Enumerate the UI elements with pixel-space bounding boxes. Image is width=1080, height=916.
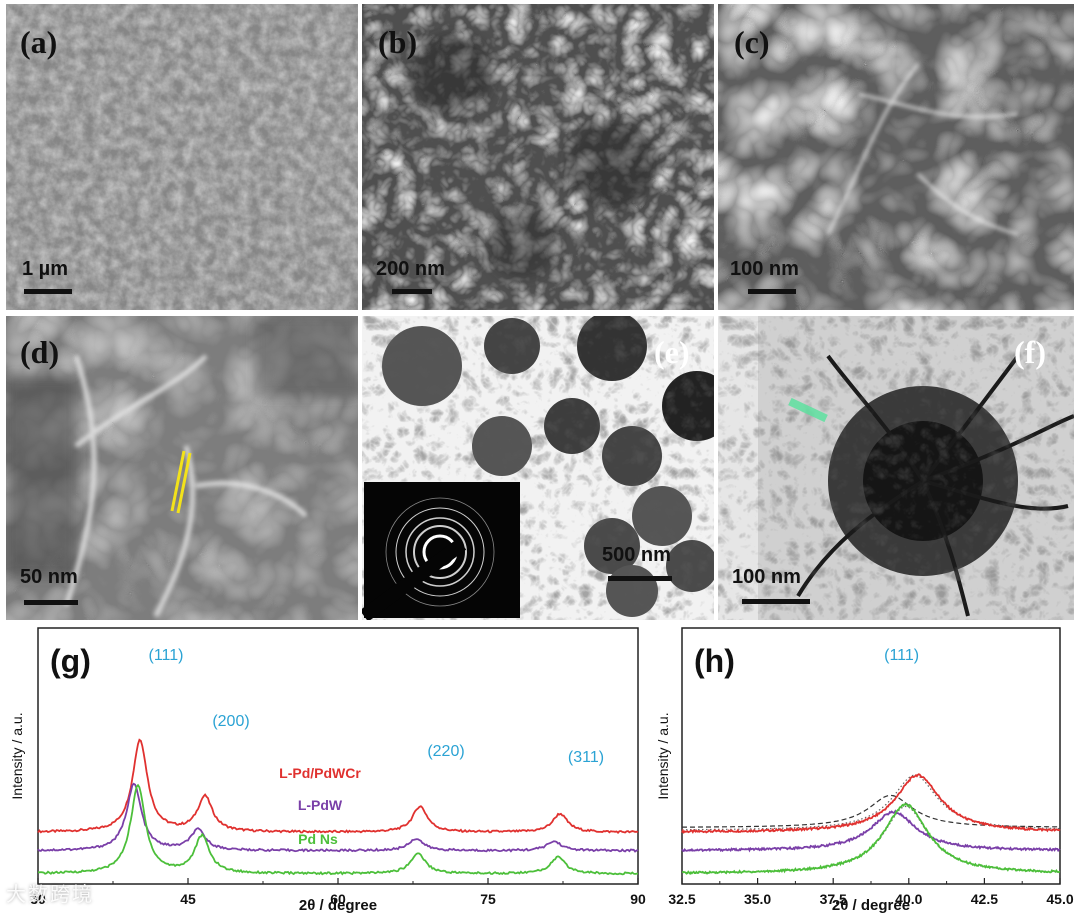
panel-label-b: (b) — [378, 24, 418, 60]
scale-bar-d — [24, 600, 78, 605]
sem-panel-c: (c) 100 nm — [718, 4, 1074, 310]
sem-panel-b: (b) 200 nm — [362, 4, 714, 310]
peak-label-h-0: (111) — [884, 647, 919, 664]
series-line-g-1 — [37, 782, 639, 853]
plot-frame-g — [37, 627, 639, 885]
sem-image-a — [6, 4, 358, 310]
series-label-1: L-PdW — [298, 797, 343, 813]
panel-label-d: (d) — [20, 334, 60, 370]
xrd-chart-h: 32.5 35.0 37.5 40.0 42.5 45.0 (111) (h) Inten… — [655, 627, 1074, 914]
x-tick-label-g: 60 — [330, 891, 346, 907]
peak-label-g-0: (111) — [149, 647, 184, 664]
x-tick-label-g: 90 — [630, 891, 646, 907]
sem-image-c — [718, 4, 1074, 310]
x-tick-label-h: 45.0 — [1046, 891, 1073, 907]
x-tick-label-h: 35.0 — [744, 891, 771, 907]
series-label-2: Pd Ns — [298, 831, 338, 847]
x-tick-label-h: 32.5 — [668, 891, 695, 907]
scale-bar-e — [608, 576, 672, 581]
scale-bar-f — [742, 599, 810, 604]
scale-label-f: 100 nm — [732, 566, 801, 588]
tem-panel-e: (e) 500 nm — [362, 316, 714, 620]
x-axis-label-h: 2θ / degree — [832, 897, 910, 914]
x-tick-label-h: 37.5 — [820, 891, 847, 907]
scale-bar-c — [748, 289, 796, 294]
x-tick-label-g: 30 — [30, 891, 46, 907]
peak-label-g-1: (200) — [212, 713, 249, 730]
series-line-g-2 — [38, 783, 639, 876]
plot-frame-h — [681, 627, 1061, 885]
scale-label-a: 1 µm — [22, 258, 68, 280]
scale-label-d: 50 nm — [20, 566, 78, 588]
panel-label-f: (f) — [1014, 334, 1046, 370]
sem-panel-a: (a) 1 µm — [6, 4, 358, 310]
series-line-h-1 — [681, 809, 1061, 853]
x-axis-label-g: 2θ / degree — [299, 897, 377, 914]
xrd-chart-g: 30 45 60 75 90 (111) (200) (220) (311) L-Pd/PdW… — [9, 627, 646, 914]
y-axis-label-g: Intensity / a.u. — [9, 712, 25, 799]
x-tick-label-g: 45 — [180, 891, 196, 907]
panel-label-c: (c) — [734, 24, 770, 60]
x-tick-label-h: 42.5 — [971, 891, 998, 907]
tem-panel-f: (f) 100 nm — [718, 316, 1074, 620]
x-tick-label-g: 75 — [480, 891, 496, 907]
x-tick-label-h: 40.0 — [895, 891, 922, 907]
scale-bar-b — [392, 289, 432, 294]
series-line-h-2 — [682, 802, 1061, 876]
series-line-h-0 — [681, 773, 1061, 834]
series-line-g-0 — [37, 738, 639, 834]
sem-panel-d: (d) 50 nm — [6, 316, 358, 620]
sem-image-d — [6, 316, 358, 620]
y-axis-label-h: Intensity / a.u. — [655, 712, 671, 799]
scale-label-b: 200 nm — [376, 258, 445, 280]
peak-label-g-3: (311) — [568, 749, 604, 766]
watermark: 大数跨境 — [6, 882, 94, 906]
scale-bar-a — [24, 289, 72, 294]
scale-label-e: 500 nm — [602, 544, 671, 566]
panel-label-a: (a) — [20, 24, 58, 60]
panel-label-g: (g) — [50, 643, 91, 679]
sem-image-b — [362, 4, 714, 310]
series-label-0: L-Pd/PdWCr — [279, 765, 361, 781]
peak-label-g-2: (220) — [427, 743, 464, 760]
scale-label-c: 100 nm — [730, 258, 799, 280]
tem-image-f — [718, 316, 1074, 620]
panel-label-h: (h) — [694, 643, 735, 679]
tem-image-e — [362, 316, 714, 620]
panel-label-e: (e) — [654, 334, 690, 370]
